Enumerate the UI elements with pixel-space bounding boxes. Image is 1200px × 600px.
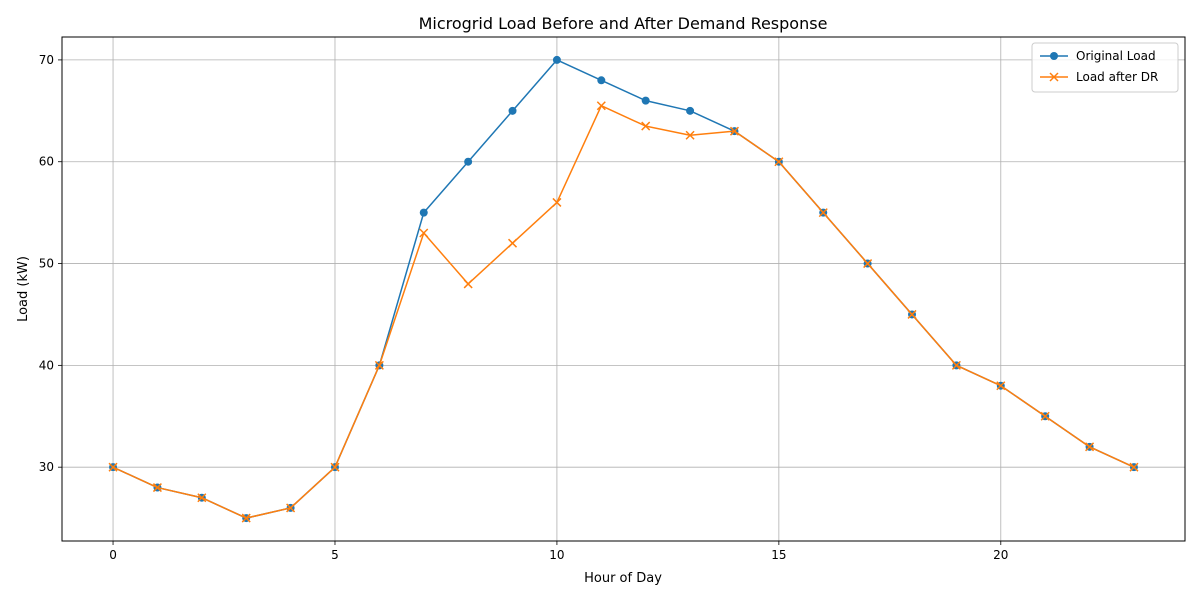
data-point xyxy=(1085,442,1095,452)
data-point xyxy=(641,121,651,131)
data-point xyxy=(951,360,961,370)
data-point xyxy=(508,238,518,248)
y-axis-ticks: 30 40 50 60 70 xyxy=(39,53,62,474)
data-point xyxy=(1040,411,1050,421)
data-point xyxy=(729,126,739,136)
y-tick-label: 70 xyxy=(39,53,54,67)
data-point xyxy=(818,208,828,218)
data-point xyxy=(685,130,695,140)
data-point xyxy=(597,76,606,85)
series-line-load-after-dr xyxy=(112,104,1135,519)
data-point xyxy=(686,106,695,115)
data-point xyxy=(863,259,873,269)
legend: Original Load Load after DR xyxy=(1031,42,1179,93)
y-tick-label: 30 xyxy=(39,460,54,474)
legend-label-dr: Load after DR xyxy=(1076,70,1158,84)
x-axis-ticks: 0 5 10 15 20 xyxy=(109,541,1008,562)
data-point xyxy=(286,503,296,513)
data-point xyxy=(1129,462,1139,472)
legend-marker-dr xyxy=(1049,72,1059,82)
grid xyxy=(62,37,1185,541)
data-point xyxy=(996,381,1006,391)
x-axis-label: Hour of Day xyxy=(584,571,662,586)
data-point xyxy=(508,106,517,115)
data-point xyxy=(419,228,429,238)
x-tick-label: 15 xyxy=(771,548,786,562)
data-point xyxy=(108,462,118,472)
series-layer xyxy=(108,55,1139,523)
data-point xyxy=(596,101,606,111)
series-line-original-load xyxy=(112,59,1135,519)
legend-label-original: Original Load xyxy=(1076,49,1156,63)
data-point xyxy=(464,157,473,166)
data-point xyxy=(907,309,917,319)
data-point xyxy=(374,360,384,370)
legend-marker-original xyxy=(1050,52,1058,60)
series-load-after-dr xyxy=(108,101,1139,523)
x-tick-label: 0 xyxy=(109,548,117,562)
y-tick-label: 50 xyxy=(39,257,54,271)
plot-frame xyxy=(61,36,1186,542)
chart-title: Microgrid Load Before and After Demand R… xyxy=(419,14,828,33)
data-point xyxy=(774,157,784,167)
x-tick-label: 5 xyxy=(331,548,339,562)
y-tick-label: 40 xyxy=(39,358,54,372)
data-point xyxy=(330,462,340,472)
data-point xyxy=(419,208,428,217)
y-axis-label: Load (kW) xyxy=(16,256,31,322)
y-tick-label: 60 xyxy=(39,155,54,169)
data-point xyxy=(463,279,473,289)
data-point xyxy=(197,493,207,503)
x-tick-label: 10 xyxy=(549,548,564,562)
x-tick-label: 20 xyxy=(993,548,1008,562)
legend-box xyxy=(1031,42,1179,93)
data-point xyxy=(552,55,561,64)
data-point xyxy=(641,96,650,105)
data-point xyxy=(552,197,562,207)
data-point xyxy=(241,513,251,523)
data-point xyxy=(152,483,162,493)
series-original-load xyxy=(109,55,1138,523)
